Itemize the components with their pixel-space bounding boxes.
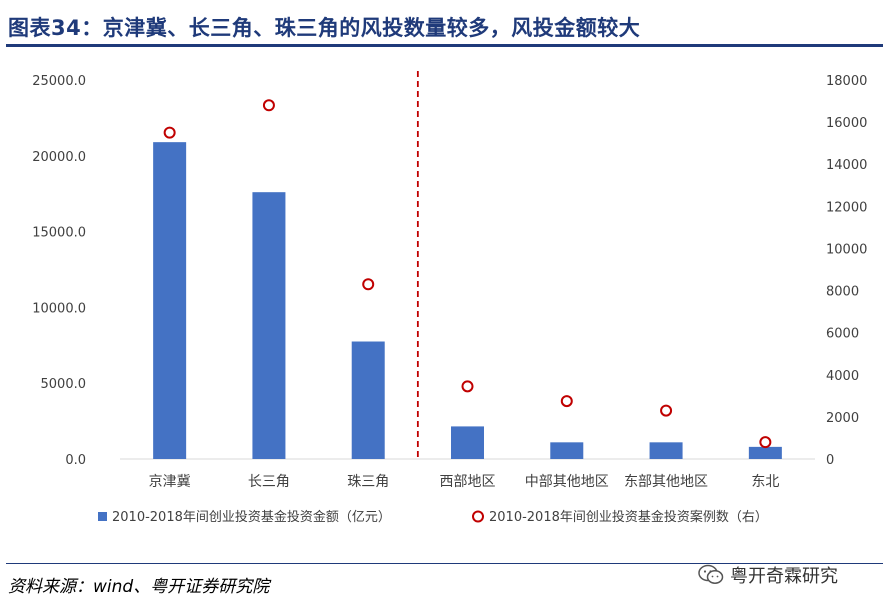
category-label: 东部其他地区: [624, 474, 708, 490]
legend-marker-label: 2010-2018年间创业投资基金投资案例数（右）: [489, 509, 768, 525]
legend-marker-swatch: [472, 510, 484, 523]
left-axis-tick-label: 10000.0: [32, 301, 86, 316]
left-axis-tick-label: 15000.0: [32, 226, 86, 241]
category-label: 珠三角: [347, 474, 389, 490]
bar: [351, 341, 385, 459]
left-axis-tick-label: 0.0: [65, 453, 86, 468]
left-axis-tick-label: 20000.0: [32, 150, 86, 165]
case-count-marker: [560, 395, 573, 408]
chart: 0.0 5000.0 10000.0 15000.0 20000.0 25000.0 0 20…: [32, 71, 867, 525]
title-underline: [6, 44, 883, 47]
bar: [550, 442, 584, 459]
right-axis-tick-label: 10000: [826, 242, 867, 257]
wechat-icon: [698, 564, 724, 586]
right-axis-tick-label: 2000: [826, 411, 859, 426]
category-label: 中部其他地区: [525, 474, 609, 490]
left-axis-tick-label: 25000.0: [32, 74, 86, 89]
legend-bar-label: 2010-2018年间创业投资基金投资金额（亿元）: [112, 509, 391, 525]
case-count-marker: [461, 380, 474, 393]
right-axis-tick-label: 6000: [826, 327, 859, 342]
category-label: 京津冀: [149, 474, 191, 490]
right-axis-tick-label: 8000: [826, 285, 859, 300]
category-label: 西部地区: [440, 474, 496, 490]
case-count-marker: [759, 436, 772, 449]
category-label: 东北: [751, 474, 779, 490]
bar: [153, 142, 187, 459]
right-axis-tick-label: 18000: [826, 74, 867, 89]
category-label: 长三角: [248, 474, 290, 490]
case-count-marker: [262, 99, 275, 112]
left-axis-tick-label: 5000.0: [41, 377, 87, 392]
right-axis-tick-label: 0: [826, 453, 834, 468]
bar: [252, 192, 286, 459]
source-divider: [6, 563, 883, 564]
legend-bar-swatch: [98, 512, 107, 521]
bar: [451, 426, 484, 459]
watermark-text: 粤开奇霖研究: [730, 566, 838, 587]
bar: [748, 446, 782, 459]
case-count-marker: [163, 126, 176, 139]
bar: [649, 442, 683, 459]
right-axis-tick-label: 14000: [826, 158, 867, 173]
case-count-marker: [660, 404, 673, 417]
right-axis-tick-label: 16000: [826, 116, 867, 131]
case-count-marker: [362, 278, 375, 291]
watermark: 粤开奇霖研究: [698, 560, 878, 590]
right-axis-tick-label: 4000: [826, 369, 859, 384]
source-note: 资料来源：wind、粤开证券研究院: [8, 577, 270, 597]
chart-title: 图表34：京津冀、长三角、珠三角的风投数量较多，风投金额较大: [8, 16, 641, 40]
right-axis-tick-label: 12000: [826, 200, 867, 215]
